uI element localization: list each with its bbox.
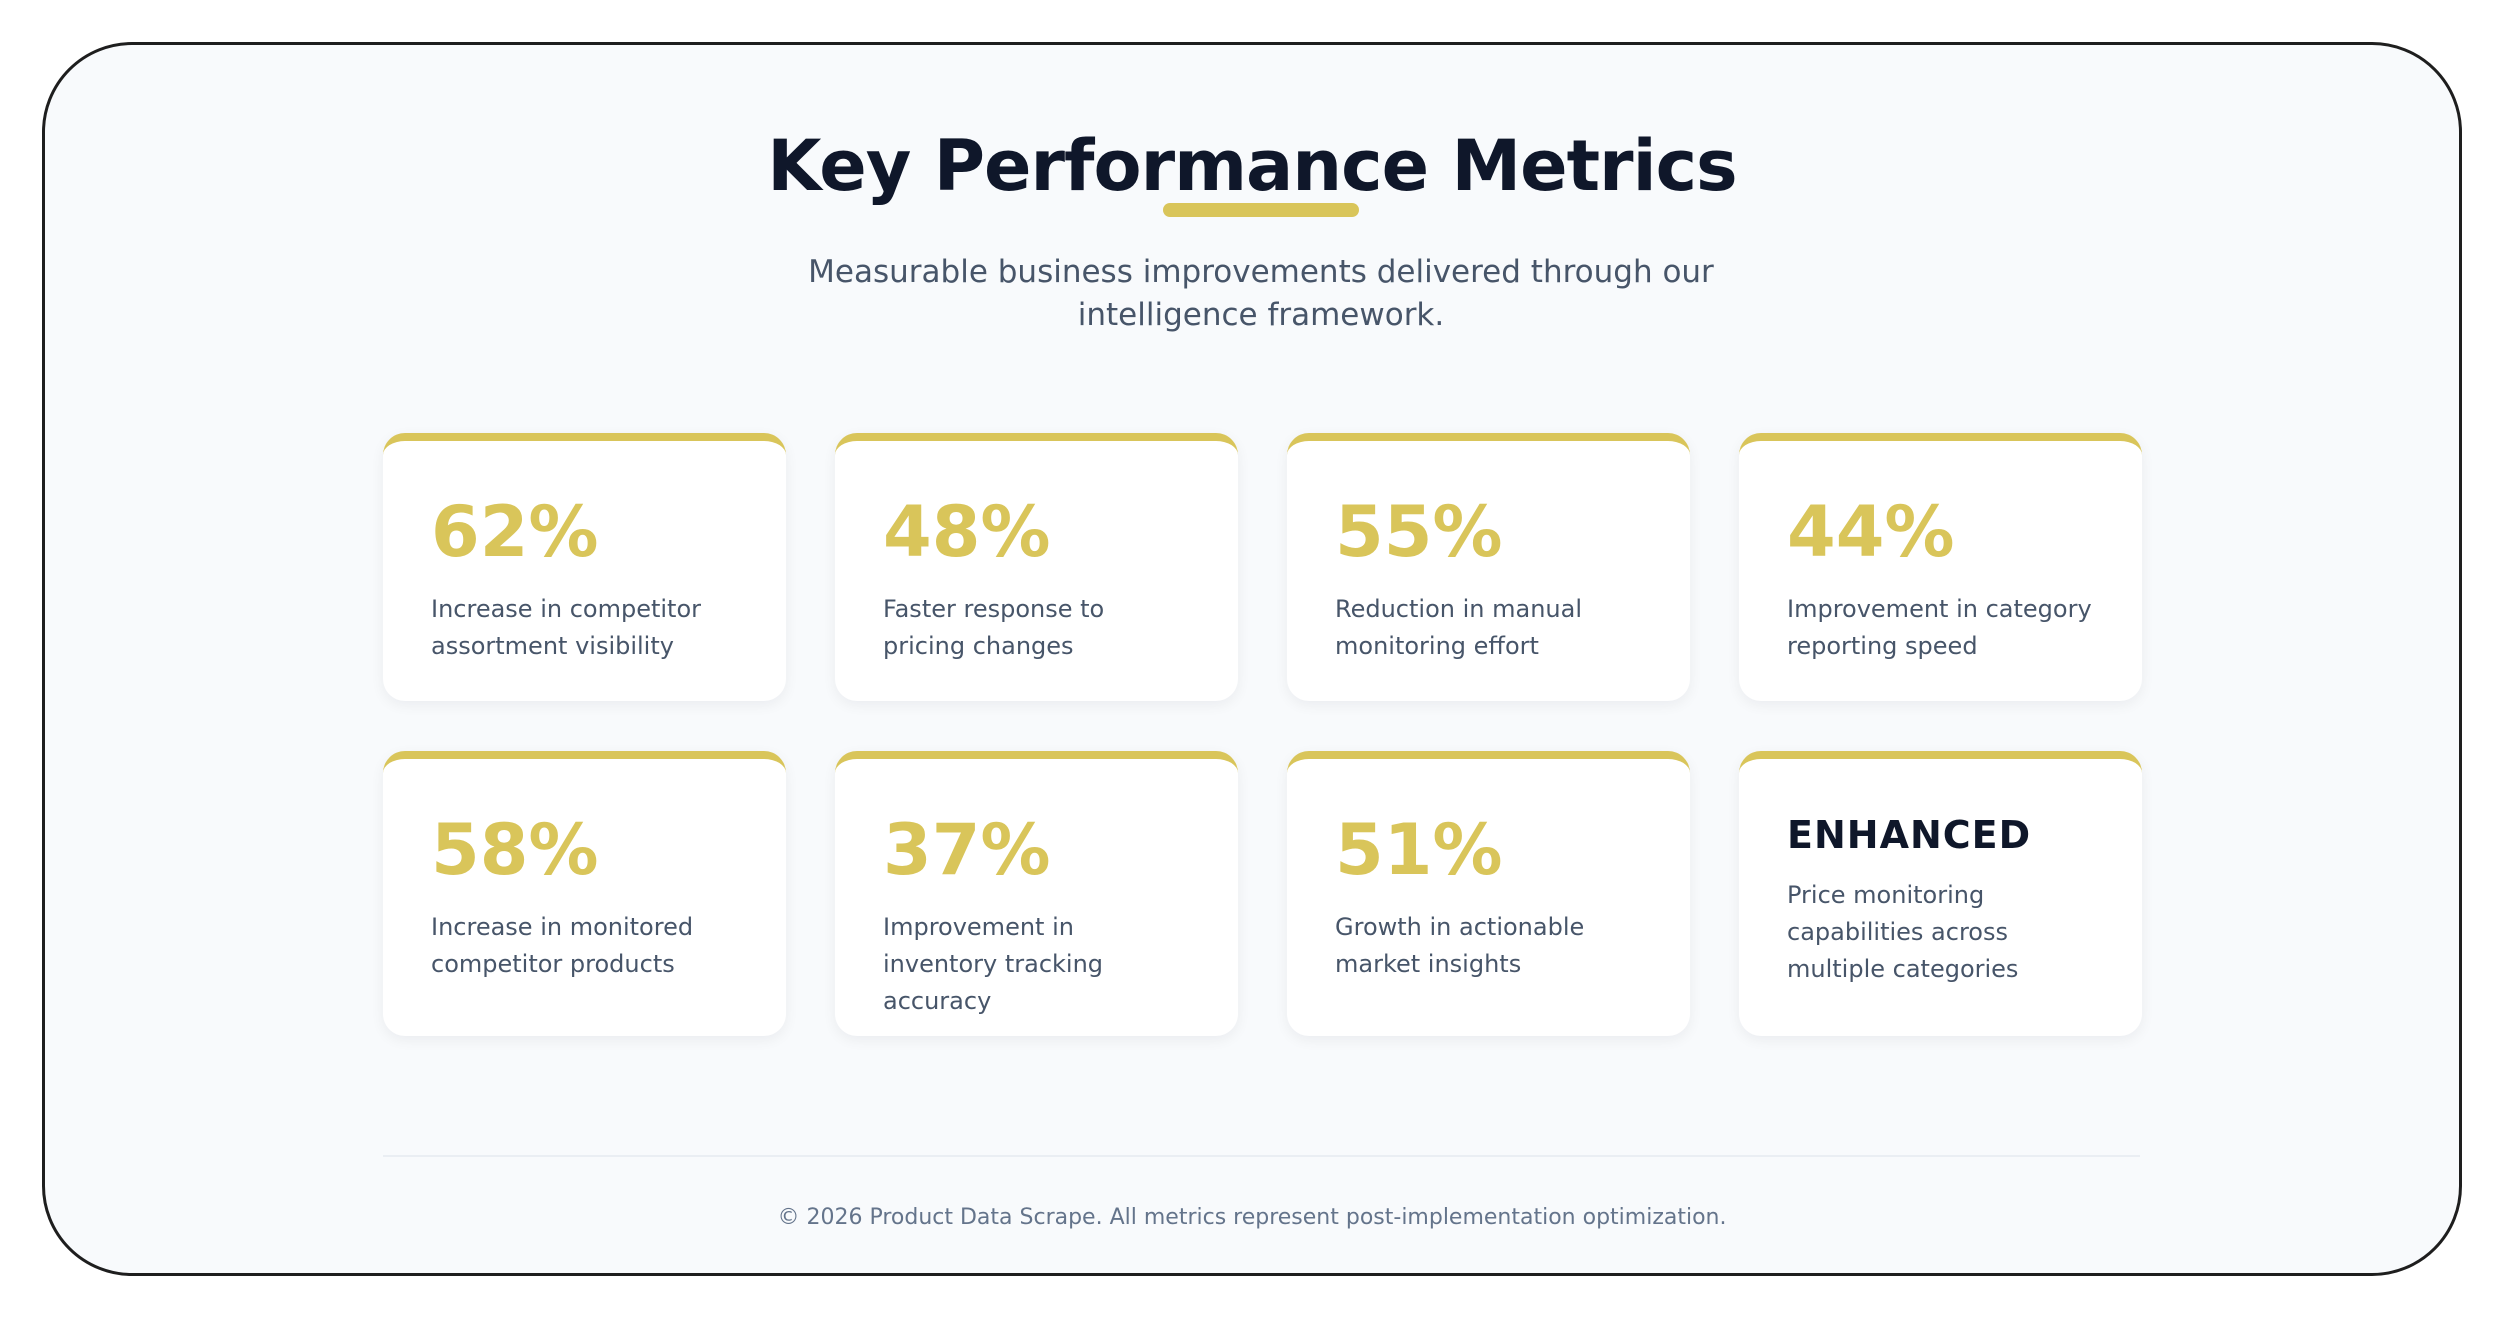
- metric-value: 48%: [883, 491, 1051, 573]
- metric-description: Increase in competitor assortment visibi…: [431, 595, 701, 660]
- metric-card: 62% Increase in competitor assortment vi…: [383, 433, 786, 701]
- metric-card: 58% Increase in monitored competitor pro…: [383, 751, 786, 1036]
- metric-value: 37%: [883, 809, 1051, 891]
- title-accent-bar: [1163, 203, 1359, 217]
- metric-value: 44%: [1787, 491, 1955, 573]
- metric-description: Reduction in manual monitoring effort: [1335, 595, 1582, 660]
- footer-note: © 2026 Product Data Scrape. All metrics …: [777, 1205, 1727, 1230]
- metric-value: 62%: [431, 491, 599, 573]
- footer-divider: [383, 1155, 2140, 1157]
- page-title: Key Performance Metrics: [767, 125, 1737, 207]
- metric-card: 51% Growth in actionable market insights: [1287, 751, 1690, 1036]
- metric-description: Growth in actionable market insights: [1335, 913, 1585, 978]
- metric-description: Improvement in category reporting speed: [1787, 595, 2092, 660]
- metric-card: 44% Improvement in category reporting sp…: [1739, 433, 2142, 701]
- metric-description: Price monitoring capabilities across mul…: [1787, 881, 2019, 983]
- metric-value: 51%: [1335, 809, 1503, 891]
- metric-value: 55%: [1335, 491, 1503, 573]
- metric-card: 37% Improvement in inventory tracking ac…: [835, 751, 1238, 1036]
- metric-card: 48% Faster response to pricing changes: [835, 433, 1238, 701]
- metric-description: Faster response to pricing changes: [883, 595, 1105, 660]
- page-subtitle: Measurable business improvements deliver…: [808, 254, 1714, 333]
- metric-card: ENHANCED Price monitoring capabilities a…: [1739, 751, 2142, 1036]
- metric-description: Increase in monitored competitor product…: [431, 913, 694, 978]
- metric-value: ENHANCED: [1787, 813, 2032, 857]
- page-frame: Key Performance Metrics Measurable busin…: [42, 42, 2462, 1276]
- metric-card: 55% Reduction in manual monitoring effor…: [1287, 433, 1690, 701]
- metric-value: 58%: [431, 809, 599, 891]
- metrics-grid: 62% Increase in competitor assortment vi…: [383, 433, 2142, 1036]
- metric-description: Improvement in inventory tracking accura…: [883, 913, 1104, 1015]
